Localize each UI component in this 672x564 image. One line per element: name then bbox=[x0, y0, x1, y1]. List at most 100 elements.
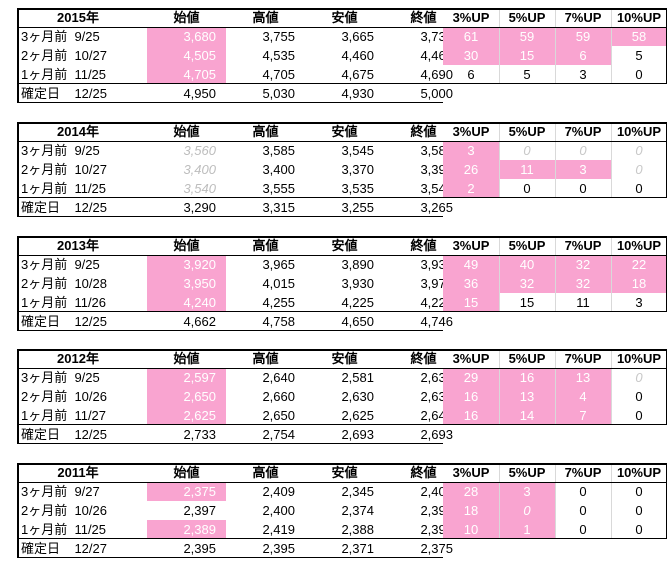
column-header-high[interactable]: 高値 bbox=[252, 10, 279, 25]
column-header-u3[interactable]: 3%UP bbox=[452, 10, 490, 25]
cell-high[interactable]: 4,015 bbox=[262, 276, 295, 291]
column-header-u10[interactable]: 10%UP bbox=[616, 465, 662, 480]
cell-low[interactable]: 4,650 bbox=[341, 314, 374, 329]
row-label[interactable]: 1ヶ月前 11/25 bbox=[21, 67, 107, 82]
cell-u5[interactable] bbox=[499, 198, 555, 217]
cell-u7[interactable]: 7 bbox=[555, 406, 611, 425]
column-header-u7[interactable]: 7%UP bbox=[564, 351, 602, 366]
cell-u3[interactable] bbox=[443, 425, 499, 444]
cell-u5[interactable]: 1 bbox=[499, 520, 555, 539]
cell-open[interactable]: 2,597 bbox=[147, 368, 226, 387]
cell-u3[interactable]: 29 bbox=[443, 368, 499, 387]
cell-low[interactable]: 3,370 bbox=[341, 162, 374, 177]
cell-u7[interactable]: 3 bbox=[555, 160, 611, 179]
row-label[interactable]: 2ヶ月前 10/27 bbox=[21, 162, 107, 177]
cell-open[interactable]: 3,680 bbox=[147, 27, 226, 46]
cell-high[interactable]: 2,754 bbox=[262, 427, 295, 442]
cell-open[interactable]: 4,705 bbox=[147, 65, 226, 84]
cell-u5[interactable]: 11 bbox=[499, 160, 555, 179]
column-header-high[interactable]: 高値 bbox=[252, 238, 279, 253]
cell-high[interactable]: 3,965 bbox=[262, 257, 295, 272]
cell-close[interactable]: 3,265 bbox=[420, 200, 453, 215]
cell-u5[interactable]: 0 bbox=[523, 143, 531, 158]
cell-low[interactable]: 2,625 bbox=[341, 408, 374, 423]
cell-u3[interactable] bbox=[443, 84, 499, 103]
column-header-low[interactable]: 安値 bbox=[331, 124, 358, 139]
cell-u3[interactable]: 2 bbox=[443, 179, 499, 198]
cell-u3[interactable]: 6 bbox=[467, 67, 475, 82]
cell-high[interactable]: 2,650 bbox=[262, 408, 295, 423]
cell-open[interactable]: 3,290 bbox=[183, 200, 216, 215]
column-header-u3[interactable]: 3%UP bbox=[452, 351, 490, 366]
cell-high[interactable]: 3,400 bbox=[262, 162, 295, 177]
cell-u7[interactable] bbox=[555, 539, 611, 558]
cell-u7[interactable] bbox=[555, 425, 611, 444]
cell-open[interactable]: 2,625 bbox=[147, 406, 226, 425]
row-label[interactable]: 3ヶ月前 9/25 bbox=[21, 29, 100, 44]
cell-u10[interactable] bbox=[611, 539, 667, 558]
row-label[interactable]: 確定日 12/25 bbox=[21, 314, 107, 329]
cell-low[interactable]: 2,371 bbox=[341, 541, 374, 556]
cell-u5[interactable]: 13 bbox=[499, 387, 555, 406]
cell-u3[interactable]: 26 bbox=[443, 160, 499, 179]
column-header-close[interactable]: 終値 bbox=[410, 465, 437, 480]
cell-u10[interactable]: 22 bbox=[611, 255, 667, 274]
cell-u3[interactable] bbox=[443, 539, 499, 558]
cell-u3[interactable]: 16 bbox=[443, 387, 499, 406]
cell-low[interactable]: 3,255 bbox=[341, 200, 374, 215]
cell-u10[interactable]: 0 bbox=[635, 503, 643, 518]
column-header-close[interactable]: 終値 bbox=[410, 238, 437, 253]
cell-u5[interactable]: 15 bbox=[519, 295, 535, 310]
cell-u3[interactable]: 16 bbox=[443, 406, 499, 425]
column-header-u10[interactable]: 10%UP bbox=[616, 351, 662, 366]
cell-u5[interactable]: 16 bbox=[499, 368, 555, 387]
column-header-open[interactable]: 始値 bbox=[173, 238, 200, 253]
row-label[interactable]: 3ヶ月前 9/27 bbox=[21, 484, 100, 499]
column-header-high[interactable]: 高値 bbox=[252, 351, 279, 366]
cell-u7[interactable]: 59 bbox=[555, 27, 611, 46]
cell-u7[interactable]: 0 bbox=[579, 484, 587, 499]
column-header-close[interactable]: 終値 bbox=[410, 124, 437, 139]
cell-high[interactable]: 3,315 bbox=[262, 200, 295, 215]
cell-u10[interactable] bbox=[611, 312, 667, 331]
cell-u3[interactable]: 30 bbox=[443, 46, 499, 65]
column-header-close[interactable]: 終値 bbox=[410, 351, 437, 366]
cell-open[interactable]: 3,920 bbox=[147, 255, 226, 274]
cell-close[interactable]: 4,746 bbox=[420, 314, 453, 329]
cell-low[interactable]: 3,535 bbox=[341, 181, 374, 196]
column-header-u5[interactable]: 5%UP bbox=[508, 10, 546, 25]
cell-low[interactable]: 3,890 bbox=[341, 257, 374, 272]
cell-high[interactable]: 2,409 bbox=[262, 484, 295, 499]
cell-u5[interactable] bbox=[499, 425, 555, 444]
cell-open[interactable]: 4,240 bbox=[147, 293, 226, 312]
cell-u5[interactable]: 40 bbox=[499, 255, 555, 274]
cell-high[interactable]: 4,535 bbox=[262, 48, 295, 63]
cell-high[interactable]: 3,755 bbox=[262, 29, 295, 44]
cell-u7[interactable]: 0 bbox=[579, 503, 587, 518]
cell-u7[interactable]: 0 bbox=[579, 181, 587, 196]
column-header-u7[interactable]: 7%UP bbox=[564, 465, 602, 480]
cell-u7[interactable] bbox=[555, 84, 611, 103]
cell-u5[interactable]: 59 bbox=[499, 27, 555, 46]
row-label[interactable]: 3ヶ月前 9/25 bbox=[21, 143, 100, 158]
column-header-u3[interactable]: 3%UP bbox=[452, 124, 490, 139]
cell-u7[interactable]: 11 bbox=[576, 295, 590, 310]
column-header-high[interactable]: 高値 bbox=[252, 465, 279, 480]
row-label[interactable]: 3ヶ月前 9/25 bbox=[21, 257, 100, 272]
row-label[interactable]: 2ヶ月前 10/26 bbox=[21, 503, 107, 518]
row-label[interactable]: 確定日 12/27 bbox=[21, 541, 107, 556]
column-header-u5[interactable]: 5%UP bbox=[508, 238, 546, 253]
cell-high[interactable]: 2,419 bbox=[262, 522, 295, 537]
cell-high[interactable]: 4,255 bbox=[262, 295, 295, 310]
cell-u7[interactable]: 6 bbox=[555, 46, 611, 65]
cell-u10[interactable]: 0 bbox=[635, 370, 643, 385]
cell-u7[interactable]: 32 bbox=[555, 255, 611, 274]
cell-u5[interactable] bbox=[499, 312, 555, 331]
cell-open[interactable]: 3,540 bbox=[183, 181, 216, 196]
cell-low[interactable]: 2,581 bbox=[341, 370, 374, 385]
cell-u3[interactable] bbox=[443, 198, 499, 217]
row-label[interactable]: 1ヶ月前 11/25 bbox=[21, 522, 107, 537]
year-label[interactable]: 2014年 bbox=[57, 124, 99, 139]
cell-low[interactable]: 4,675 bbox=[341, 67, 374, 82]
cell-low[interactable]: 3,930 bbox=[341, 276, 374, 291]
